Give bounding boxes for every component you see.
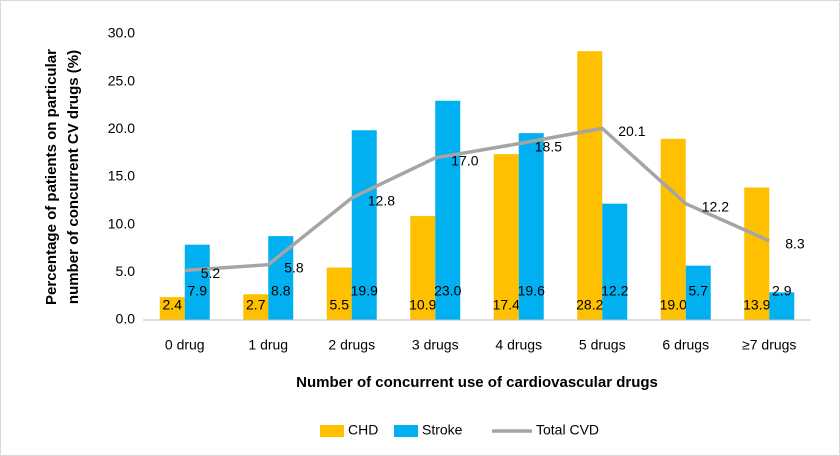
legend-label: Stroke bbox=[422, 422, 463, 438]
bar bbox=[660, 138, 686, 320]
data-label: 12.2 bbox=[601, 283, 628, 299]
y-tick-label: 15.0 bbox=[108, 168, 135, 184]
legend-label: Total CVD bbox=[536, 422, 599, 438]
data-label: 12.8 bbox=[368, 193, 395, 209]
bar bbox=[435, 100, 461, 320]
bar bbox=[351, 130, 377, 320]
x-tick-label: 2 drugs bbox=[328, 337, 375, 353]
data-label: 18.5 bbox=[535, 138, 562, 154]
legend-swatch bbox=[320, 425, 344, 437]
data-label: 2.7 bbox=[246, 297, 266, 313]
x-tick-label: 5 drugs bbox=[579, 337, 626, 353]
x-tick-label: 3 drugs bbox=[412, 337, 459, 353]
x-tick-label: 6 drugs bbox=[662, 337, 709, 353]
x-tick-label: 1 drug bbox=[248, 337, 288, 353]
data-label: 28.2 bbox=[576, 297, 603, 313]
bar bbox=[577, 51, 603, 320]
bar bbox=[518, 133, 544, 320]
data-label: 8.8 bbox=[271, 283, 291, 299]
data-label: 13.9 bbox=[743, 297, 770, 313]
y-tick-label: 5.0 bbox=[116, 263, 136, 279]
data-label: 23.0 bbox=[434, 283, 461, 299]
x-tick-label: 0 drug bbox=[165, 337, 205, 353]
legend-label: CHD bbox=[348, 422, 378, 438]
x-tick-label: 4 drugs bbox=[495, 337, 542, 353]
y-tick-label: 30.0 bbox=[108, 25, 135, 41]
data-label: 17.4 bbox=[493, 297, 520, 313]
data-label: 19.6 bbox=[518, 283, 545, 299]
data-label: 19.9 bbox=[351, 283, 378, 299]
bar bbox=[685, 265, 711, 320]
data-label: 5.8 bbox=[284, 259, 304, 275]
bar bbox=[159, 297, 185, 320]
y-axis-title: number of concurrent CV drugs (%) bbox=[65, 50, 82, 304]
data-label: 2.9 bbox=[772, 283, 792, 299]
data-label: 7.9 bbox=[188, 283, 208, 299]
line bbox=[184, 126, 770, 273]
bar bbox=[602, 203, 628, 320]
y-tick-label: 25.0 bbox=[108, 72, 135, 88]
bar bbox=[493, 154, 519, 320]
y-tick-label: 10.0 bbox=[108, 215, 135, 231]
y-axis-title: Percentage of patients on particular bbox=[43, 49, 60, 305]
data-label: 12.2 bbox=[702, 198, 729, 214]
bar bbox=[184, 244, 210, 320]
bar bbox=[326, 267, 352, 320]
data-label: 10.9 bbox=[409, 297, 436, 313]
x-axis-title: Number of concurrent use of cardiovascul… bbox=[296, 374, 658, 391]
legend-swatch bbox=[394, 425, 418, 437]
data-label: 5.2 bbox=[201, 265, 221, 281]
y-tick-label: 0.0 bbox=[116, 311, 136, 327]
x-tick-label: ≥7 drugs bbox=[742, 337, 796, 353]
bar bbox=[243, 294, 269, 320]
data-label: 8.3 bbox=[785, 236, 805, 252]
bar bbox=[769, 292, 795, 320]
data-label: 20.1 bbox=[618, 123, 645, 139]
data-label: 2.4 bbox=[163, 297, 183, 313]
data-label: 19.0 bbox=[660, 297, 687, 313]
y-tick-label: 20.0 bbox=[108, 120, 135, 136]
data-label: 5.7 bbox=[689, 283, 709, 299]
bar bbox=[744, 187, 770, 320]
data-label: 17.0 bbox=[451, 153, 478, 169]
data-label: 5.5 bbox=[330, 297, 350, 313]
bar bbox=[410, 216, 436, 320]
